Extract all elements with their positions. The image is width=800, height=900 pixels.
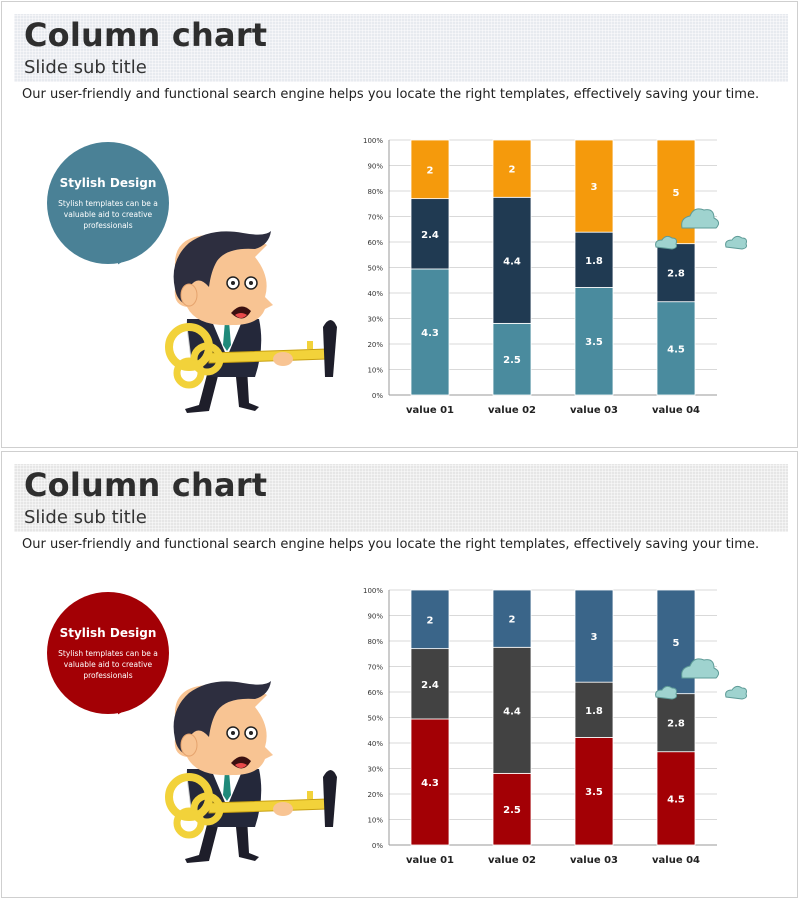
x-tick-label: value 01 — [406, 855, 454, 866]
data-label: 2.8 — [667, 719, 685, 730]
bar-segment — [492, 196, 532, 324]
data-label: 1.8 — [585, 706, 603, 717]
x-tick-label: value 01 — [406, 405, 454, 416]
y-tick-label: 20% — [367, 341, 383, 349]
x-tick-label: value 02 — [488, 855, 536, 866]
bar-segment — [574, 231, 614, 288]
bar-segment — [492, 772, 532, 846]
y-tick-label: 10% — [367, 817, 383, 825]
y-tick-label: 40% — [367, 740, 383, 748]
data-label: 2 — [509, 165, 516, 176]
bar-segment — [410, 589, 450, 650]
bar-segment — [492, 322, 532, 396]
y-tick-label: 0% — [372, 842, 383, 850]
y-tick-label: 60% — [367, 239, 383, 247]
y-tick-label: 30% — [367, 766, 383, 774]
slide-title: Column chart — [24, 16, 268, 54]
y-tick-label: 20% — [367, 791, 383, 799]
businessman-with-key-illustration — [165, 681, 337, 863]
data-label: 5 — [673, 638, 680, 649]
data-label: 2.8 — [667, 269, 685, 280]
cloud-icon — [655, 208, 747, 250]
speech-bubble: Stylish Design Stylish templates can be … — [47, 592, 169, 714]
title-band: Column chart Slide sub title — [14, 14, 788, 82]
y-tick-label: 0% — [372, 392, 383, 400]
y-tick-label: 80% — [367, 188, 383, 196]
bar-segment — [410, 648, 450, 720]
cloud-decoration — [655, 208, 747, 250]
data-label: 2.5 — [503, 805, 521, 816]
x-tick-label: value 02 — [488, 405, 536, 416]
bar-segment — [492, 646, 532, 774]
bubble-text: Stylish templates can be a valuable aid … — [58, 649, 158, 680]
bar-segment — [656, 751, 696, 846]
y-tick-label: 10% — [367, 367, 383, 375]
speech-bubble: Stylish Design Stylish templates can be … — [47, 142, 169, 264]
x-tick-label: value 04 — [652, 855, 700, 866]
y-tick-label: 80% — [367, 638, 383, 646]
bar-segment — [410, 198, 450, 270]
data-label: 4.5 — [667, 794, 685, 805]
data-label: 2 — [427, 615, 434, 626]
y-tick-label: 30% — [367, 316, 383, 324]
y-tick-label: 70% — [367, 664, 383, 672]
data-label: 3.5 — [585, 787, 603, 798]
x-tick-label: value 03 — [570, 405, 618, 416]
bubble-text: Stylish templates can be a valuable aid … — [58, 199, 158, 230]
data-label: 4.3 — [421, 328, 439, 339]
title-band: Column chart Slide sub title — [14, 464, 788, 532]
data-label: 4.3 — [421, 778, 439, 789]
y-tick-label: 60% — [367, 689, 383, 697]
bar-segment — [574, 139, 614, 233]
bar-segment — [656, 243, 696, 303]
stacked-column-chart: 0% 10% 20% 30% 40% 50% 60% 70% 80% 90% 100% 4.3 2.4 2… — [363, 587, 717, 866]
data-label: 4.5 — [667, 344, 685, 355]
data-label: 5 — [673, 188, 680, 199]
data-label: 3 — [591, 182, 598, 193]
y-tick-label: 100% — [363, 587, 383, 595]
data-label: 1.8 — [585, 256, 603, 267]
data-label: 4.4 — [503, 256, 521, 267]
bubble-title: Stylish Design — [59, 626, 157, 640]
y-tick-label: 90% — [367, 163, 383, 171]
y-tick-label: 50% — [367, 715, 383, 723]
bar-segment — [410, 268, 450, 396]
bar-segment — [574, 589, 614, 683]
data-label: 2 — [427, 165, 434, 176]
y-tick-label: 100% — [363, 137, 383, 145]
cloud-decoration — [655, 658, 747, 700]
slide-description: Our user-friendly and functional search … — [22, 87, 760, 102]
cloud-icon — [655, 658, 747, 700]
bubble-title: Stylish Design — [59, 176, 157, 190]
slide-description: Our user-friendly and functional search … — [22, 537, 760, 552]
slide-subtitle: Slide sub title — [24, 507, 147, 528]
slide-title: Column chart — [24, 466, 268, 504]
y-tick-label: 90% — [367, 613, 383, 621]
y-tick-label: 50% — [367, 265, 383, 273]
slide-subtitle: Slide sub title — [24, 57, 147, 78]
x-tick-label: value 04 — [652, 405, 700, 416]
bar-segment — [492, 139, 532, 198]
slide-1: Column chart Slide sub title Our user-fr… — [1, 1, 798, 448]
x-tick-label: value 03 — [570, 855, 618, 866]
bar-segment — [410, 139, 450, 200]
stacked-column-chart: 0% 10% 20% 30% 40% 50% 60% 70% 80% 90% 100% 4.3 2.4 2… — [363, 137, 717, 416]
data-label: 2.4 — [421, 230, 439, 241]
y-tick-label: 40% — [367, 290, 383, 298]
businessman-with-key-illustration — [165, 231, 337, 413]
bar-segment — [656, 301, 696, 396]
y-tick-label: 70% — [367, 214, 383, 222]
data-label: 3.5 — [585, 337, 603, 348]
slide-2: Column chart Slide sub title Our user-fr… — [1, 451, 798, 898]
data-label: 2.4 — [421, 680, 439, 691]
data-label: 4.4 — [503, 706, 521, 717]
bar-segment — [574, 737, 614, 846]
data-label: 2.5 — [503, 355, 521, 366]
data-label: 3 — [591, 632, 598, 643]
data-label: 2 — [509, 615, 516, 626]
bar-segment — [410, 718, 450, 846]
bar-segment — [574, 287, 614, 396]
bar-segment — [492, 589, 532, 648]
